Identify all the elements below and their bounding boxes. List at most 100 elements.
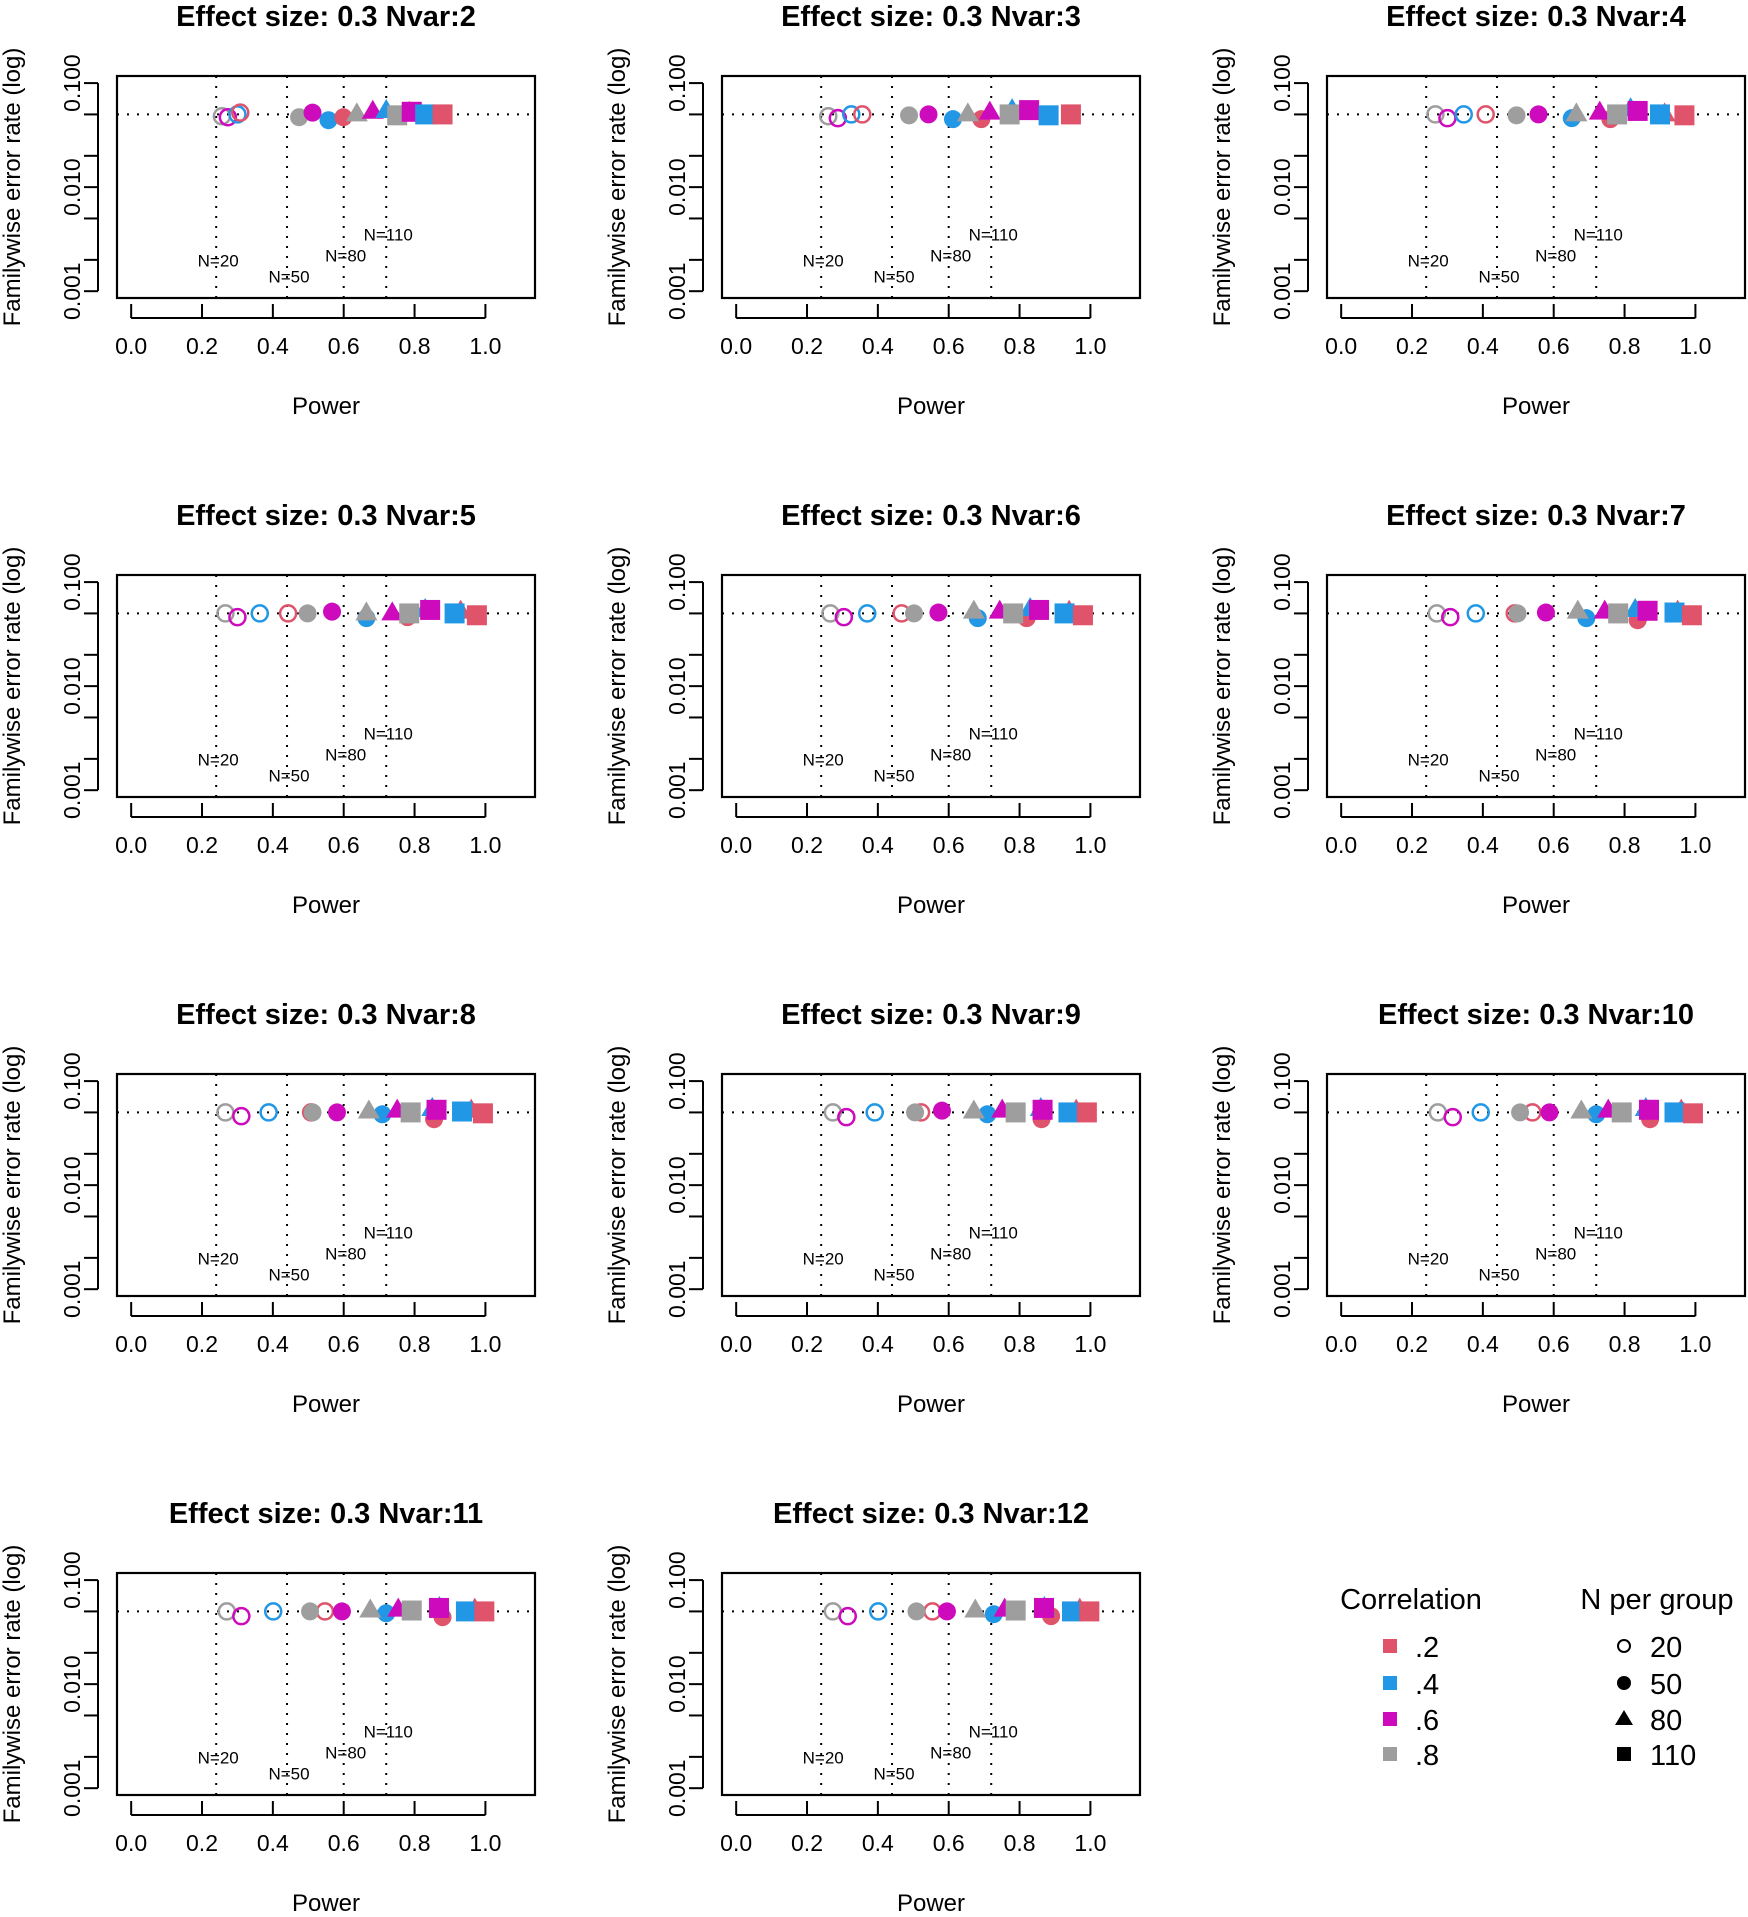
chart-panel: Effect size: 0.3 Nvar:9 N=20 N=50 N=80 N=110… <box>604 999 1142 1418</box>
x-tick-label: 0.6 <box>328 1830 360 1856</box>
y-axis-label: Familywise error rate (log) <box>0 48 26 327</box>
x-tick-label: 1.0 <box>1074 333 1106 359</box>
x-tick-label: 0.6 <box>328 832 360 858</box>
n-annotation: N=110 <box>1574 226 1623 245</box>
filled-square-point <box>1664 602 1685 623</box>
x-tick-label: 0.0 <box>1325 1331 1357 1357</box>
open-circle-point <box>1466 604 1486 623</box>
filled-circle-point <box>334 108 353 127</box>
n-annotation: N=20 <box>198 751 239 770</box>
open-circle-point <box>819 107 838 126</box>
filled-square-point <box>1682 1103 1703 1124</box>
chart-panel: Effect size: 0.3 Nvar:7 N=20 N=50 N=80 N=110… <box>1209 500 1747 919</box>
x-tick-label: 1.0 <box>1074 1331 1106 1357</box>
x-tick-label: 1.0 <box>469 832 501 858</box>
legend-n-label: 20 <box>1650 1632 1682 1664</box>
filled-square-point <box>1005 1102 1026 1123</box>
panel-title: Effect size: 0.3 Nvar:11 <box>169 1498 483 1530</box>
plot-box <box>1325 1072 1747 1298</box>
n-annotation: N=20 <box>803 252 844 271</box>
panel-title: Effect size: 0.3 Nvar:9 <box>781 999 1081 1031</box>
plot-box <box>115 573 537 799</box>
x-tick-label: 1.0 <box>1679 832 1711 858</box>
filled-circle-icon <box>1617 1676 1631 1690</box>
filled-circle-point <box>303 1103 322 1122</box>
filled-square-point <box>420 599 441 620</box>
x-tick-label: 0.2 <box>1396 832 1428 858</box>
y-axis-label: Familywise error rate (log) <box>0 547 26 826</box>
n-annotation: N=20 <box>1408 1250 1449 1269</box>
plot-box <box>1325 74 1747 300</box>
legend-color-swatch <box>1383 1747 1397 1761</box>
x-axis-label: Power <box>292 1890 360 1917</box>
y-tick-label: 0.100 <box>664 553 690 611</box>
filled-triangle-point <box>1565 102 1588 122</box>
n-annotation: N=50 <box>1478 767 1519 786</box>
x-axis-label: Power <box>292 892 360 919</box>
x-tick-label: 0.4 <box>862 1331 894 1357</box>
open-circle-icon <box>1617 1639 1631 1653</box>
open-circle-point <box>1454 105 1473 124</box>
n-annotation: N=80 <box>325 746 366 765</box>
x-tick-label: 0.6 <box>1538 1331 1570 1357</box>
x-tick-label: 0.4 <box>257 1830 289 1856</box>
x-tick-label: 1.0 <box>1679 333 1711 359</box>
plot-box <box>720 1571 1142 1797</box>
n-annotation: N=110 <box>1574 1224 1623 1243</box>
n-annotation: N=110 <box>969 1723 1018 1742</box>
panel-title: Effect size: 0.3 Nvar:5 <box>176 500 476 532</box>
x-tick-label: 0.4 <box>257 832 289 858</box>
x-tick-label: 0.6 <box>933 1331 965 1357</box>
y-axis-label: Familywise error rate (log) <box>604 48 631 327</box>
filled-circle-point <box>301 1602 320 1621</box>
y-tick-label: 0.100 <box>1269 1052 1295 1110</box>
plot-box <box>115 1072 537 1298</box>
n-annotation: N=80 <box>1535 247 1576 266</box>
legend-n-label: 50 <box>1650 1669 1682 1701</box>
x-tick-label: 0.2 <box>186 832 218 858</box>
x-tick-label: 0.8 <box>399 1830 431 1856</box>
open-circle-point <box>838 1606 858 1626</box>
filled-triangle-point <box>359 1598 382 1618</box>
open-circle-point <box>865 1103 884 1122</box>
chart-panel: Effect size: 0.3 Nvar:6 N=20 N=50 N=80 N=110… <box>604 500 1142 919</box>
filled-square-point <box>455 1601 476 1622</box>
n-annotation: N=20 <box>198 252 239 271</box>
y-tick-label: 0.100 <box>664 54 690 112</box>
panel-title: Effect size: 0.3 Nvar:3 <box>781 1 1081 33</box>
panel-title: Effect size: 0.3 Nvar:2 <box>176 1 476 33</box>
x-tick-label: 1.0 <box>469 1331 501 1357</box>
x-tick-label: 0.8 <box>399 333 431 359</box>
filled-square-point <box>1608 603 1629 624</box>
y-tick-label: 0.001 <box>59 262 85 320</box>
y-tick-label: 0.010 <box>59 1655 85 1713</box>
x-tick-label: 0.4 <box>1467 1331 1499 1357</box>
n-annotation: N=110 <box>969 725 1018 744</box>
open-circle-point <box>1443 1107 1463 1127</box>
filled-circle-point <box>298 604 317 623</box>
open-circle-point <box>828 108 848 128</box>
n-annotation: N=50 <box>873 268 914 287</box>
open-circle-point <box>218 107 238 127</box>
filled-square-point <box>1611 1102 1632 1123</box>
open-circle-point <box>232 1106 251 1126</box>
x-tick-label: 0.0 <box>720 1830 752 1856</box>
x-tick-label: 0.0 <box>1325 333 1357 359</box>
filled-triangle-point <box>962 1099 985 1119</box>
open-circle-point <box>1476 105 1495 124</box>
chart-panel: Effect size: 0.3 Nvar:4 N=20 N=50 N=80 N=110… <box>1209 1 1747 420</box>
y-tick-label: 0.010 <box>59 657 85 715</box>
y-tick-label: 0.001 <box>59 1260 85 1318</box>
filled-circle-point <box>1536 603 1555 622</box>
n-annotation: N=20 <box>198 1749 239 1768</box>
filled-triangle-icon <box>1615 1710 1633 1725</box>
x-axis-label: Power <box>897 1391 965 1418</box>
open-circle-point <box>842 105 861 124</box>
open-circle-point <box>868 1602 888 1621</box>
chart-panel: Effect size: 0.3 Nvar:11 N=20 N=50 N=80 N=11… <box>0 1498 537 1917</box>
filled-square-point <box>1681 605 1702 626</box>
filled-triangle-point <box>962 599 985 619</box>
x-tick-label: 1.0 <box>469 333 501 359</box>
n-annotation: N=50 <box>873 767 914 786</box>
y-tick-label: 0.010 <box>664 158 690 216</box>
